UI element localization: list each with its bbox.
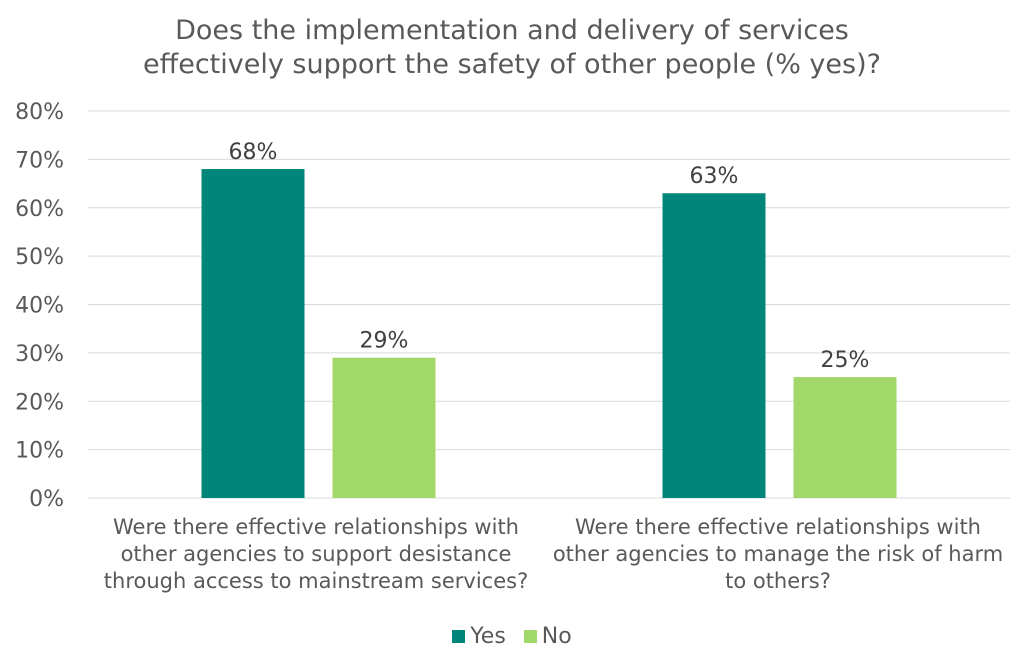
bar-yes bbox=[201, 169, 305, 499]
legend-swatch-yes bbox=[452, 630, 466, 643]
y-tick-label: 0% bbox=[29, 487, 64, 512]
y-tick-label: 10% bbox=[15, 439, 64, 464]
data-label: 29% bbox=[360, 329, 409, 354]
title-line: Does the implementation and delivery of … bbox=[175, 15, 849, 46]
category-label: Were there effective relationships with … bbox=[552, 515, 1004, 593]
legend-label: No bbox=[541, 624, 572, 649]
category-label: Were there effective relationships with … bbox=[103, 515, 529, 593]
bar-no bbox=[332, 357, 436, 498]
legend-item-no: No bbox=[523, 624, 572, 649]
legend-label: Yes bbox=[470, 624, 506, 649]
data-label: 68% bbox=[229, 140, 278, 165]
data-label: 25% bbox=[821, 348, 870, 373]
data-label: 63% bbox=[690, 164, 739, 189]
bar-no bbox=[793, 377, 897, 498]
y-tick-label: 40% bbox=[15, 294, 64, 319]
y-tick-label: 60% bbox=[15, 197, 64, 222]
title-line: effectively support the safety of other … bbox=[143, 49, 881, 80]
y-tick-label: 50% bbox=[15, 245, 64, 270]
legend: Yes No bbox=[0, 624, 1024, 649]
legend-swatch-no bbox=[523, 630, 537, 643]
y-tick-label: 30% bbox=[15, 342, 64, 367]
chart-title: Does the implementation and delivery of … bbox=[0, 14, 1024, 82]
y-tick-label: 70% bbox=[15, 148, 64, 173]
bar-yes bbox=[662, 193, 766, 499]
y-tick-label: 80% bbox=[15, 100, 64, 125]
y-tick-label: 20% bbox=[15, 390, 64, 415]
legend-item-yes: Yes bbox=[452, 624, 506, 649]
